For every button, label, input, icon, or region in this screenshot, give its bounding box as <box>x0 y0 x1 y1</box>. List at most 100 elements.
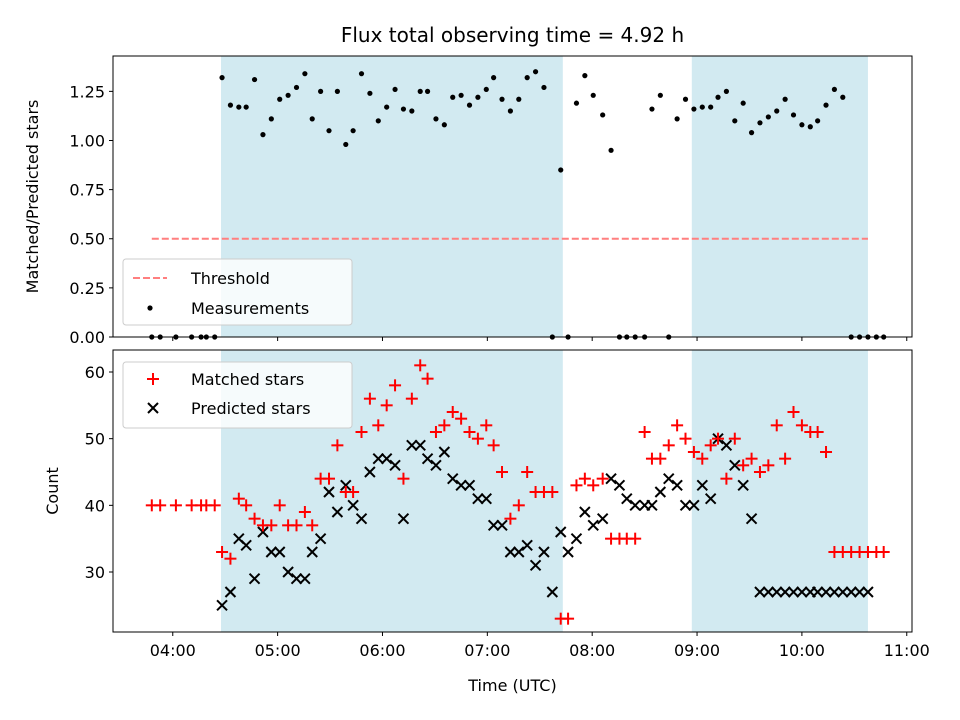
measurement-point <box>840 94 846 100</box>
matched-star-point <box>753 466 766 478</box>
measurement-point <box>740 100 746 106</box>
measurement-point <box>815 118 821 124</box>
measurement-point <box>757 120 763 126</box>
bottom-shaded-intervals <box>221 350 868 632</box>
matched-star-point <box>745 452 758 465</box>
top-y-axis-label: Matched/Predicted stars <box>23 100 42 294</box>
predicted-star-point <box>487 519 500 532</box>
matched-star-point <box>687 446 700 458</box>
measurement-point <box>682 96 689 102</box>
measurement-point <box>343 141 349 148</box>
predicted-star-point <box>720 439 733 452</box>
matched-star-point <box>679 432 692 445</box>
predicted-star-point <box>290 572 303 585</box>
matched-star-point <box>654 452 667 465</box>
measurement-point <box>748 130 755 136</box>
predicted-star-point <box>745 512 758 525</box>
measurement-point <box>277 96 283 102</box>
predicted-star-point <box>771 586 783 598</box>
measurement-point <box>715 94 721 100</box>
predicted-star-point <box>811 586 824 598</box>
measurement-point <box>732 118 738 124</box>
legend-measurements-label: Measurements <box>191 299 309 318</box>
predicted-star-point <box>555 526 567 538</box>
matched-star-point <box>323 472 336 485</box>
predicted-star-point <box>621 492 633 505</box>
legend-predicted-swatch <box>147 402 159 414</box>
measurement-point <box>384 104 390 110</box>
matched-star-point <box>273 499 286 512</box>
predicted-star-point <box>613 479 626 492</box>
predicted-star-point <box>862 586 874 598</box>
predicted-star-point <box>248 572 261 585</box>
measurement-point <box>674 116 680 122</box>
predicted-star-point <box>562 546 574 558</box>
matched-star-point <box>638 426 651 438</box>
predicted-star-point <box>224 586 237 598</box>
predicted-star-point <box>663 472 675 485</box>
top-legend: Threshold Measurements <box>122 258 353 326</box>
measurement-point <box>782 96 788 102</box>
predicted-star-point <box>331 506 344 518</box>
legend-predicted-label: Predicted stars <box>191 399 311 418</box>
matched-star-point <box>728 432 741 445</box>
matched-star-point <box>397 472 410 485</box>
measurement-point <box>392 86 398 93</box>
bottom-y-axis-label: Count <box>43 467 62 515</box>
predicted-star-point <box>480 492 492 505</box>
measurement-point <box>541 84 547 91</box>
predicted-star-point <box>265 546 278 558</box>
measurement-point <box>441 122 447 128</box>
predicted-star-point <box>796 586 808 598</box>
top-legend-box <box>122 258 353 326</box>
predicted-star-point <box>340 479 352 492</box>
measurement-point <box>375 118 381 124</box>
measurement-point <box>433 116 439 122</box>
measurement-point <box>450 94 456 100</box>
legend-threshold-label: Threshold <box>190 269 270 288</box>
predicted-star-point <box>579 506 591 518</box>
measurement-point <box>532 69 539 75</box>
matched-star-point <box>455 412 468 425</box>
matched-star-point <box>438 419 451 432</box>
measurement-point <box>260 132 266 138</box>
predicted-star-point <box>837 586 849 598</box>
predicted-star-point <box>447 472 459 485</box>
x-tick-label: 09:00 <box>674 641 720 660</box>
matched-star-point <box>290 519 303 532</box>
y-tick-label: 40 <box>85 496 105 515</box>
measurement-points <box>149 69 887 340</box>
predicted-star-point <box>421 452 434 465</box>
predicted-star-point <box>671 479 683 492</box>
predicted-star-point <box>787 586 800 598</box>
predicted-star-point <box>274 546 286 558</box>
matched-star-point <box>414 359 427 372</box>
matched-star-point <box>811 426 824 438</box>
measurement-point <box>326 128 332 134</box>
matched-star-point <box>248 512 261 525</box>
measurement-point <box>358 71 365 77</box>
measurement-point <box>268 116 274 122</box>
predicted-star-point <box>504 546 517 558</box>
measurement-point <box>499 96 505 102</box>
matched-star-point <box>389 379 402 392</box>
matched-star-point <box>224 552 237 565</box>
measurement-point <box>582 73 588 79</box>
matched-star-point <box>232 492 245 505</box>
measurement-point <box>708 104 714 110</box>
predicted-star-point <box>605 472 617 485</box>
predicted-star-point <box>347 499 359 512</box>
predicted-star-point <box>538 546 550 558</box>
bottom-y-ticks: 30 40 50 60 <box>85 363 113 582</box>
shaded-interval <box>691 56 868 337</box>
predicted-star-point <box>845 586 857 598</box>
matched-star-point <box>662 439 675 452</box>
predicted-star-point <box>314 532 327 545</box>
measurement-point <box>236 104 242 110</box>
predicted-star-point <box>282 566 294 578</box>
matched-star-point <box>504 512 517 525</box>
measurement-point <box>318 88 324 94</box>
matched-star-point <box>265 519 278 532</box>
chart-title: Flux total observing time = 4.92 h <box>341 23 684 47</box>
matched-star-point <box>347 486 360 498</box>
